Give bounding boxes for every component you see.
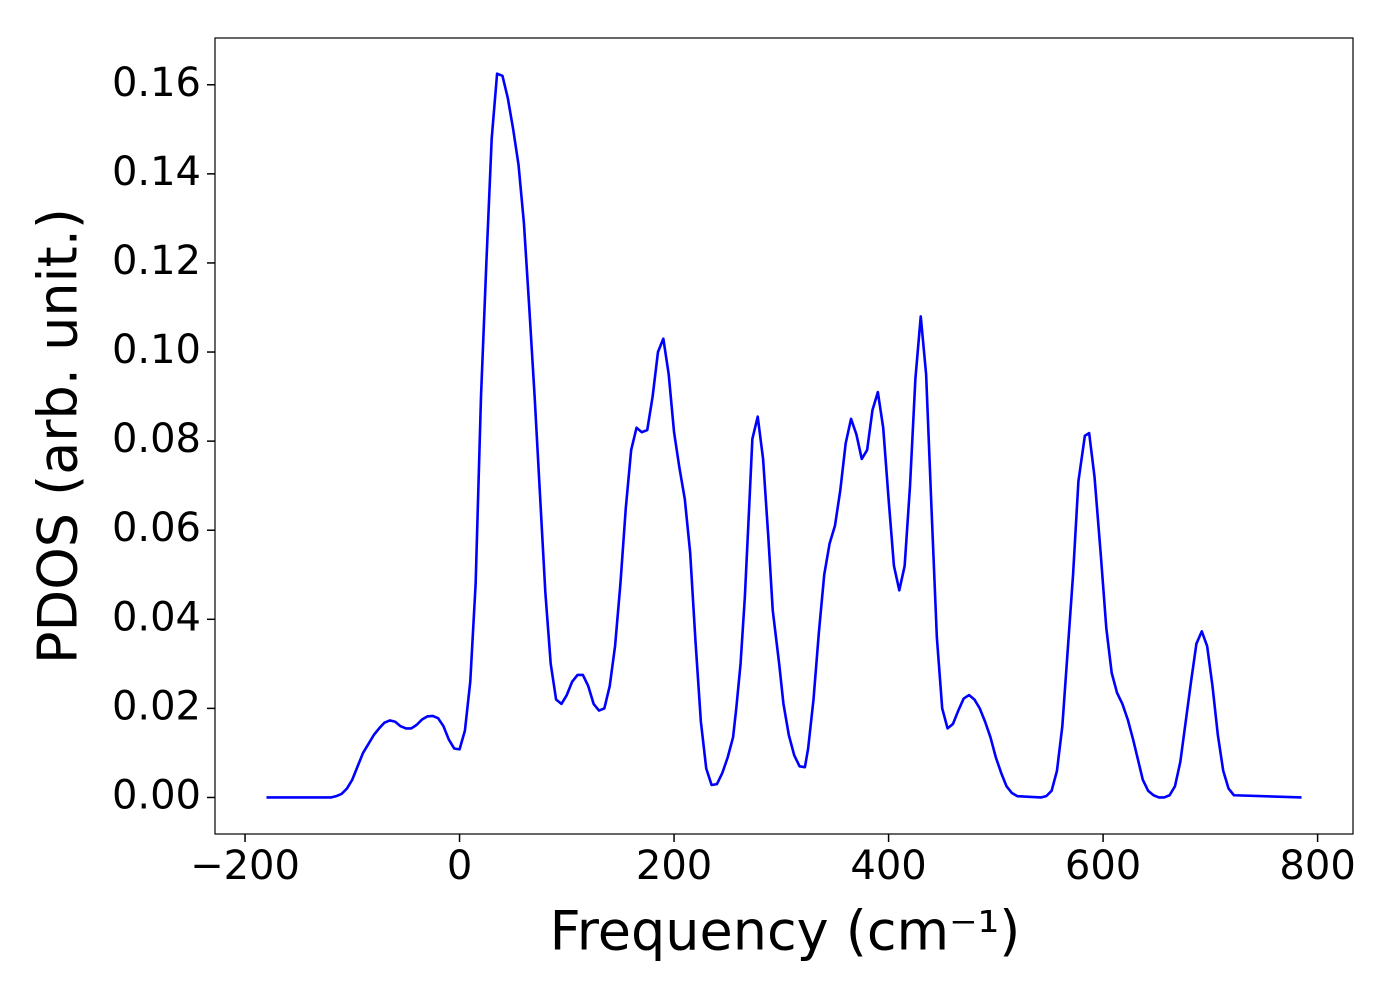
- x-tick-label: 400: [850, 843, 926, 889]
- y-tick-label: 0.10: [112, 327, 201, 373]
- y-tick-label: 0.06: [112, 505, 201, 551]
- x-tick-label: −200: [190, 843, 300, 889]
- x-tick-label: 800: [1279, 843, 1355, 889]
- y-tick-label: 0.02: [112, 683, 201, 729]
- x-tick-label: 600: [1065, 843, 1141, 889]
- y-tick-label: 0.16: [112, 60, 201, 106]
- x-tick-label: 0: [447, 843, 472, 889]
- y-tick-label: 0.08: [112, 416, 201, 462]
- x-tick-label: 200: [636, 843, 712, 889]
- plot-frame: [214, 37, 1354, 835]
- y-tick-label: 0.14: [112, 149, 201, 195]
- data-line: [266, 72, 1302, 799]
- y-axis-label: PDOS (arb. unit.): [27, 208, 90, 664]
- x-axis-label: Frequency (cm⁻¹): [550, 900, 1021, 963]
- y-tick-label: 0.12: [112, 238, 201, 284]
- y-tick-label: 0.00: [112, 772, 201, 818]
- y-tick-label: 0.04: [112, 594, 201, 640]
